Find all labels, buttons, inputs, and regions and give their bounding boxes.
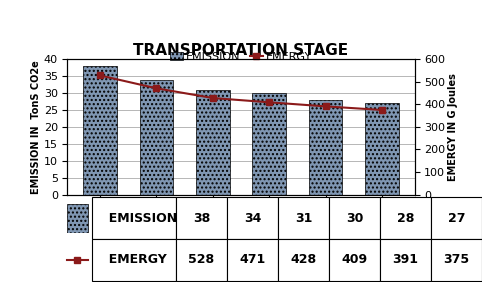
Y-axis label: EMISSION IN  TonS CO2e: EMISSION IN TonS CO2e [31, 60, 41, 194]
Bar [83, 66, 117, 195]
Bar [140, 80, 174, 195]
Bar [308, 100, 342, 195]
Bar [365, 103, 399, 195]
Bar [252, 93, 286, 195]
Legend: EMISSION, EMERGY: EMISSION, EMERGY [165, 47, 317, 66]
Bar [196, 90, 230, 195]
Y-axis label: EMERGY IN G Joules: EMERGY IN G Joules [448, 73, 458, 181]
Bar [67, 204, 88, 233]
Title: TRANSPORTATION STAGE: TRANSPORTATION STAGE [134, 43, 348, 58]
